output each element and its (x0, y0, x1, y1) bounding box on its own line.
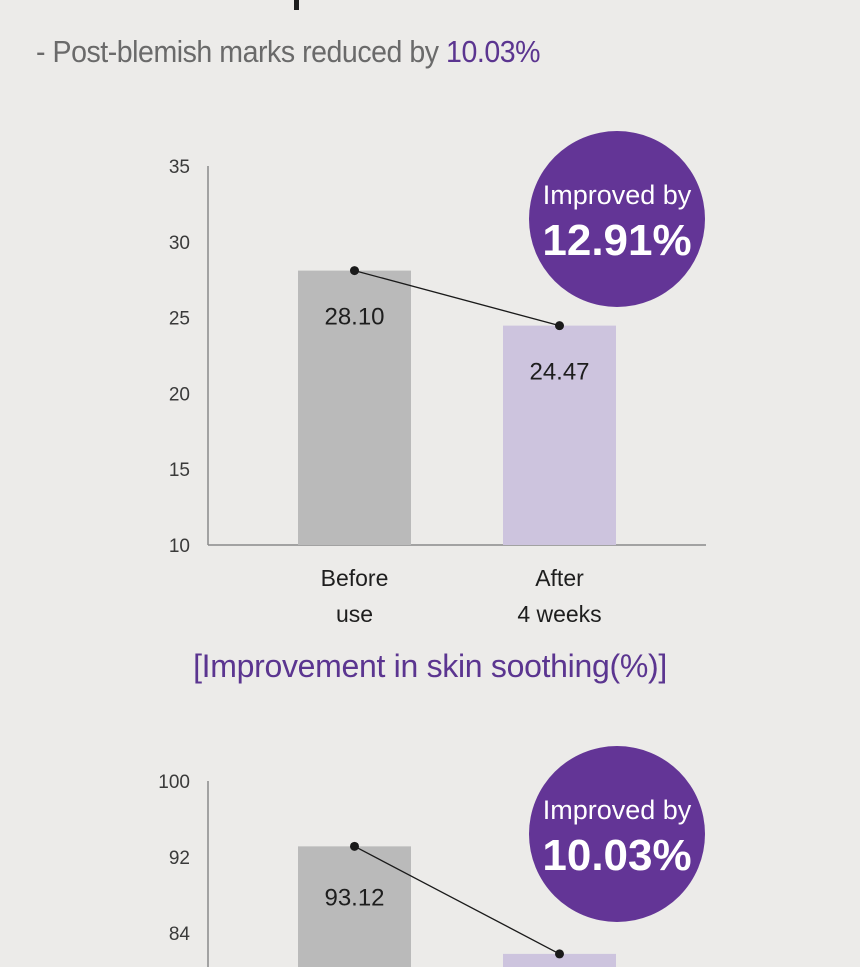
subtitle: - Post-blemish marks reduced by 10.03% (36, 34, 540, 70)
category-label: 4 weeks (517, 601, 601, 627)
improvement-badge (529, 746, 705, 922)
improvement-badge (529, 131, 705, 307)
bar-value-label: 24.47 (529, 359, 589, 386)
badge-value: 12.91% (542, 216, 691, 265)
section-title: [Improvement in skin soothing(%)] (193, 648, 667, 684)
connector-dot (555, 949, 564, 959)
y-tick-label: 10 (169, 536, 190, 557)
y-tick-label: 92 (169, 848, 190, 869)
y-tick-label: 84 (169, 924, 191, 945)
category-label: Before (321, 565, 389, 591)
connector-line (354, 845, 560, 955)
bar-after-4-weeks (503, 325, 616, 545)
y-tick-label: 35 (169, 157, 190, 178)
connector-line (354, 269, 560, 327)
cut-off-heading-fragment (294, 0, 299, 10)
badge-value: 10.03% (542, 831, 691, 880)
category-label: use (336, 601, 373, 627)
chart-blemish-marks: 10 15 20 25 30 35 28.10 Before use 24.47 After 4 we… (169, 131, 706, 627)
bar-value-label: 93.12 (324, 884, 384, 911)
badge-caption: Improved by (543, 795, 692, 825)
subtitle-highlight: 10.03% (446, 34, 541, 69)
y-tick-label: 30 (169, 233, 190, 254)
bar-before-use (298, 270, 411, 545)
badge-caption: Improved by (543, 180, 692, 210)
bar-after-4-weeks (503, 953, 616, 967)
y-tick-label: 25 (169, 309, 190, 330)
category-label: After (535, 565, 584, 591)
connector-dot (555, 321, 564, 331)
connector-dot (350, 266, 359, 276)
subtitle-text: - Post-blemish marks reduced by (36, 34, 447, 69)
y-tick-label: 20 (169, 384, 190, 405)
y-tick-label: 15 (169, 460, 190, 481)
connector-dot (350, 841, 359, 851)
y-tick-label: 100 (158, 772, 190, 793)
bar-value-label: 28.10 (324, 304, 384, 331)
